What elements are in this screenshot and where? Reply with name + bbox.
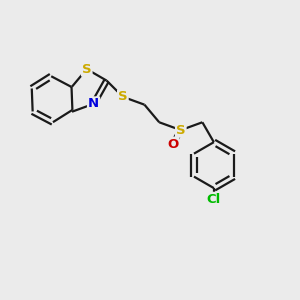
Text: Cl: Cl	[207, 193, 221, 206]
Text: O: O	[167, 138, 178, 151]
Text: S: S	[176, 124, 186, 136]
Text: N: N	[88, 98, 99, 110]
Text: S: S	[82, 63, 92, 76]
Text: S: S	[118, 90, 128, 103]
